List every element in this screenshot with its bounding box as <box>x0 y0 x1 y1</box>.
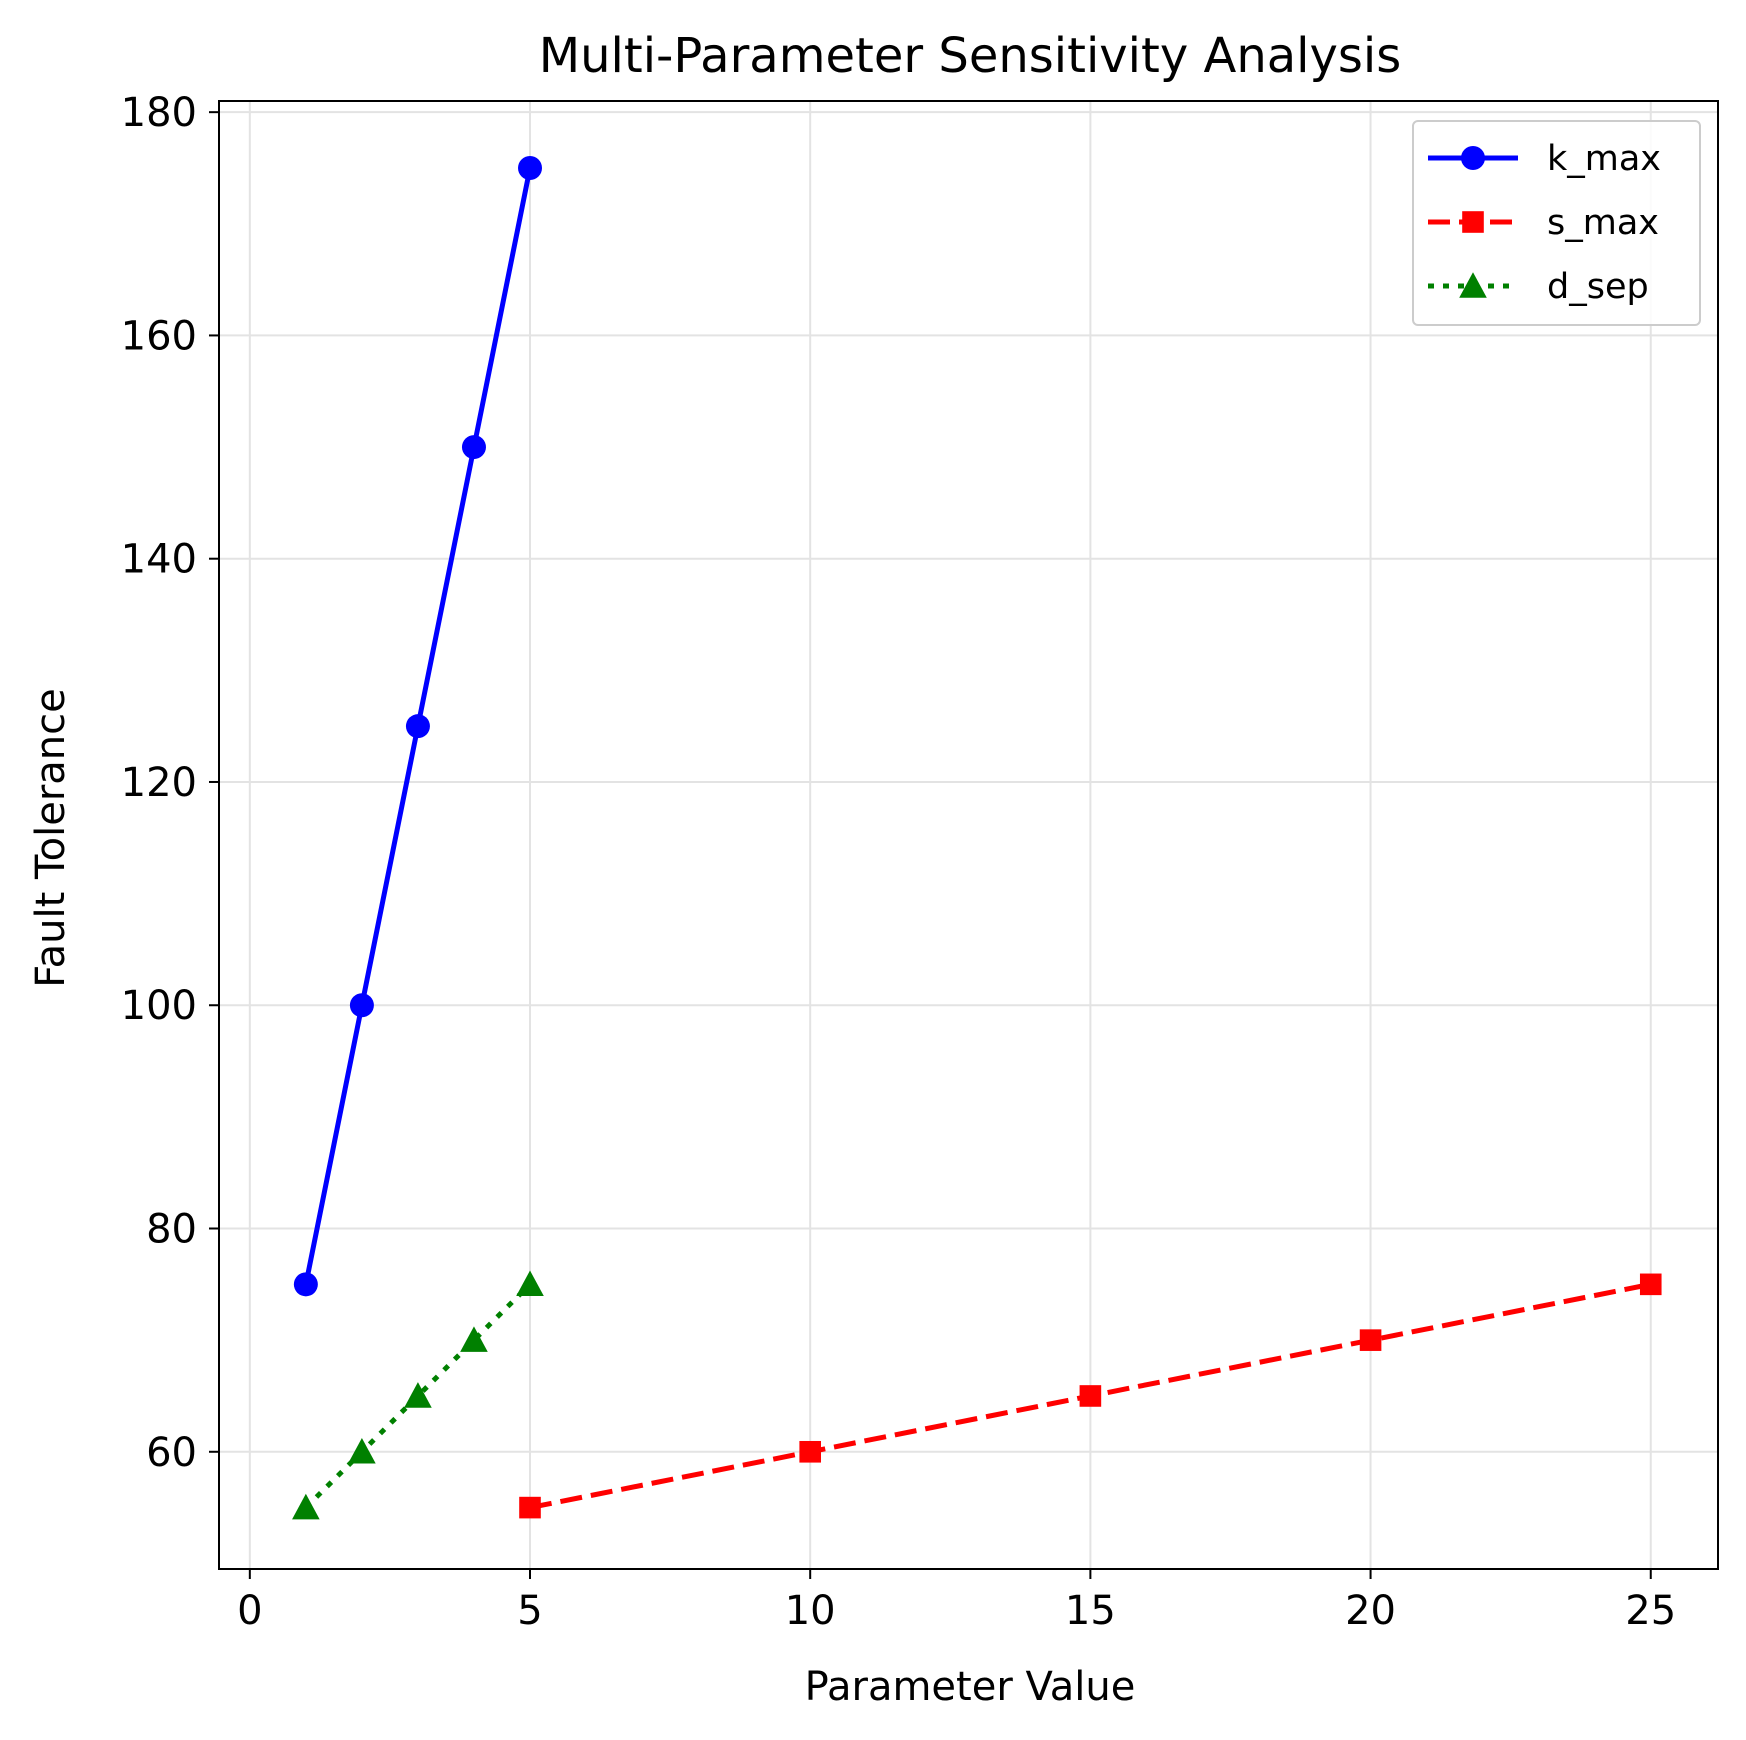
chart-title: Multi-Parameter Sensitivity Analysis <box>539 28 1402 84</box>
legend-marker-k_max <box>1461 146 1485 170</box>
data-point-k_max <box>293 1272 318 1297</box>
series-d_sep <box>292 1270 544 1520</box>
legend-label-s_max: s_max <box>1547 203 1659 243</box>
x-tick-label: 15 <box>1065 1588 1116 1634</box>
legend-marker-s_max <box>1462 211 1484 233</box>
data-point-d_sep <box>292 1493 320 1520</box>
legend-box <box>1412 120 1701 326</box>
y-tick-label: 140 <box>121 537 197 583</box>
y-tick-label: 100 <box>121 983 197 1029</box>
data-point-s_max <box>1359 1329 1382 1351</box>
axes: 0 5 10 15 20 25 60 80 100 120 140 160 180 <box>121 90 1677 1634</box>
grid <box>219 101 1718 1569</box>
x-tick-label: 25 <box>1625 1588 1676 1634</box>
plot-frame <box>218 100 1719 1570</box>
data-point-d_sep <box>460 1326 488 1352</box>
x-tick-label: 10 <box>785 1588 836 1634</box>
y-tick-label: 160 <box>121 313 197 359</box>
y-tick-label: 80 <box>146 1207 197 1253</box>
series-k_max <box>293 155 543 1297</box>
series-layer <box>292 155 1662 1520</box>
x-tick-label: 0 <box>237 1588 262 1634</box>
data-point-d_sep <box>516 1270 544 1297</box>
x-tick-label: 20 <box>1345 1588 1396 1634</box>
data-point-s_max <box>1079 1385 1102 1407</box>
data-point-k_max <box>405 714 430 739</box>
x-tick-label: 5 <box>517 1588 542 1634</box>
x-axis-label: Parameter Value <box>805 1664 1136 1710</box>
data-point-k_max <box>461 435 486 460</box>
data-point-s_max <box>799 1440 821 1463</box>
legend: k_max s_max d_sep <box>1412 120 1701 326</box>
data-point-s_max <box>519 1496 541 1519</box>
data-point-k_max <box>518 155 543 180</box>
y-tick-label: 60 <box>146 1430 197 1476</box>
data-point-d_sep <box>348 1437 376 1464</box>
data-point-d_sep <box>404 1382 432 1408</box>
y-tick-label: 120 <box>121 760 197 806</box>
y-axis-label: Fault Tolerance <box>28 688 74 987</box>
legend-marker-d_sep <box>1459 272 1487 298</box>
series-s_max <box>519 1273 1662 1519</box>
data-point-s_max <box>1639 1273 1662 1296</box>
legend-label-d_sep: d_sep <box>1547 267 1649 307</box>
y-tick-label: 180 <box>121 90 197 136</box>
data-point-k_max <box>349 993 374 1018</box>
legend-label-k_max: k_max <box>1547 139 1661 179</box>
